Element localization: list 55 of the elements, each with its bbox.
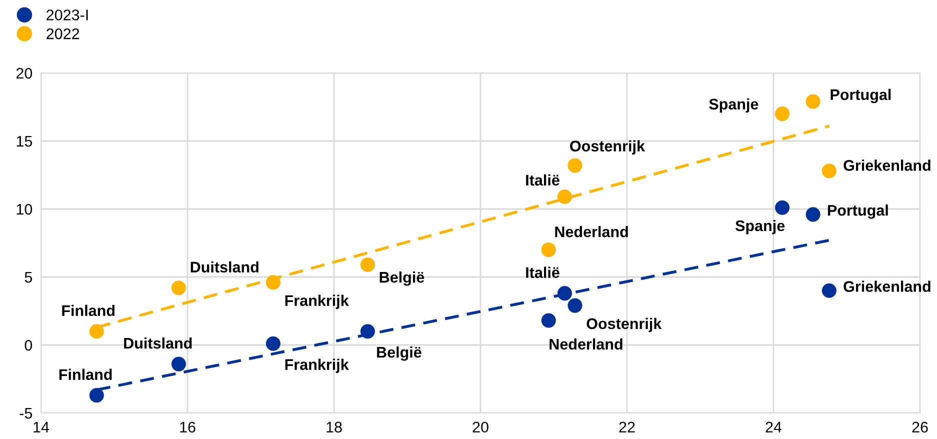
annotation: Spanje	[709, 98, 758, 113]
point	[806, 94, 820, 109]
annotation: Italië	[526, 174, 560, 186]
point	[89, 324, 104, 339]
x-tick-label: 26	[912, 422, 928, 433]
annotation: Frankrijk	[285, 358, 349, 373]
point	[360, 324, 375, 339]
point	[806, 207, 820, 222]
point	[822, 283, 836, 298]
annotation: Oostenrijk	[586, 318, 662, 332]
point	[266, 275, 280, 290]
point	[775, 106, 790, 122]
annotation: Nederland	[555, 226, 628, 238]
point	[568, 298, 582, 313]
annotation: België	[380, 271, 424, 286]
point	[360, 257, 375, 272]
y-tick-label: 0	[24, 340, 32, 351]
point	[568, 158, 582, 173]
annotation: Duitsland	[124, 337, 192, 349]
x-tick-label: 22	[619, 422, 635, 432]
point	[541, 242, 556, 258]
y-tick-label: 15	[16, 136, 32, 147]
legend-label: 2023-I	[46, 10, 88, 20]
point	[775, 200, 790, 215]
y-tick-label: 5	[24, 272, 32, 283]
annotation: Portugal	[828, 204, 888, 219]
annotation: Griekenland	[844, 280, 930, 292]
annotation: Oostenrijk	[570, 140, 646, 155]
y-tick-label: -5	[20, 408, 32, 419]
point	[557, 189, 572, 204]
annotation: Duitsland	[190, 261, 258, 273]
point	[541, 313, 556, 328]
x-tick-label: 18	[326, 422, 342, 433]
point	[89, 388, 104, 403]
annotation: Spanje	[735, 220, 785, 234]
annotation: Nederland	[550, 338, 622, 350]
point	[171, 280, 186, 296]
annotation: Portugal	[830, 88, 891, 104]
annotation: Finland	[59, 368, 112, 380]
x-tick-label: 16	[180, 422, 196, 433]
point	[266, 336, 280, 351]
legend-label: 2022	[46, 28, 80, 40]
annotation: Italië	[526, 266, 560, 278]
y-tick-label: 20	[16, 68, 32, 79]
annotation: Frankrijk	[285, 294, 349, 310]
annotation: Finland	[62, 304, 114, 316]
annotation: België	[377, 346, 422, 361]
x-tick-label: 24	[766, 422, 782, 432]
annotation: Griekenland	[844, 160, 930, 171]
x-tick-label: 14	[34, 422, 50, 432]
x-tick-label: 20	[472, 422, 488, 433]
point	[822, 164, 836, 178]
point	[171, 356, 186, 372]
point	[557, 286, 572, 301]
y-tick-label: 10	[16, 204, 32, 215]
